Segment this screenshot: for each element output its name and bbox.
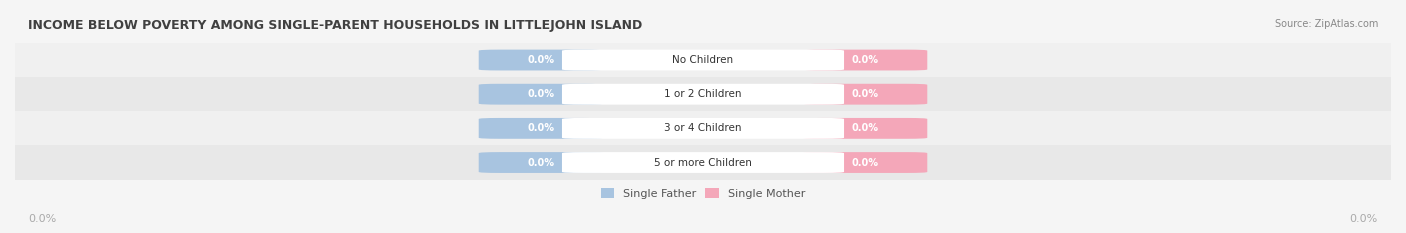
Text: 0.0%: 0.0% xyxy=(851,158,879,168)
FancyBboxPatch shape xyxy=(803,118,928,139)
FancyBboxPatch shape xyxy=(478,118,603,139)
FancyBboxPatch shape xyxy=(478,152,603,173)
Text: 0.0%: 0.0% xyxy=(28,214,56,224)
FancyBboxPatch shape xyxy=(803,50,928,70)
FancyBboxPatch shape xyxy=(15,43,1391,77)
FancyBboxPatch shape xyxy=(562,152,844,173)
Text: 0.0%: 0.0% xyxy=(527,158,555,168)
Text: 0.0%: 0.0% xyxy=(527,55,555,65)
FancyBboxPatch shape xyxy=(803,84,928,105)
FancyBboxPatch shape xyxy=(15,111,1391,145)
Text: No Children: No Children xyxy=(672,55,734,65)
FancyBboxPatch shape xyxy=(478,50,603,70)
Text: 0.0%: 0.0% xyxy=(851,55,879,65)
FancyBboxPatch shape xyxy=(803,152,928,173)
FancyBboxPatch shape xyxy=(15,77,1391,111)
Text: 0.0%: 0.0% xyxy=(851,123,879,133)
FancyBboxPatch shape xyxy=(478,84,603,105)
Text: INCOME BELOW POVERTY AMONG SINGLE-PARENT HOUSEHOLDS IN LITTLEJOHN ISLAND: INCOME BELOW POVERTY AMONG SINGLE-PARENT… xyxy=(28,19,643,32)
Text: Source: ZipAtlas.com: Source: ZipAtlas.com xyxy=(1274,19,1378,29)
FancyBboxPatch shape xyxy=(562,50,844,70)
FancyBboxPatch shape xyxy=(562,118,844,139)
Text: 5 or more Children: 5 or more Children xyxy=(654,158,752,168)
Text: 0.0%: 0.0% xyxy=(527,123,555,133)
Text: 3 or 4 Children: 3 or 4 Children xyxy=(664,123,742,133)
Text: 0.0%: 0.0% xyxy=(527,89,555,99)
Text: 0.0%: 0.0% xyxy=(851,89,879,99)
FancyBboxPatch shape xyxy=(562,84,844,105)
Legend: Single Father, Single Mother: Single Father, Single Mother xyxy=(600,188,806,199)
Text: 1 or 2 Children: 1 or 2 Children xyxy=(664,89,742,99)
Text: 0.0%: 0.0% xyxy=(1350,214,1378,224)
FancyBboxPatch shape xyxy=(15,145,1391,180)
